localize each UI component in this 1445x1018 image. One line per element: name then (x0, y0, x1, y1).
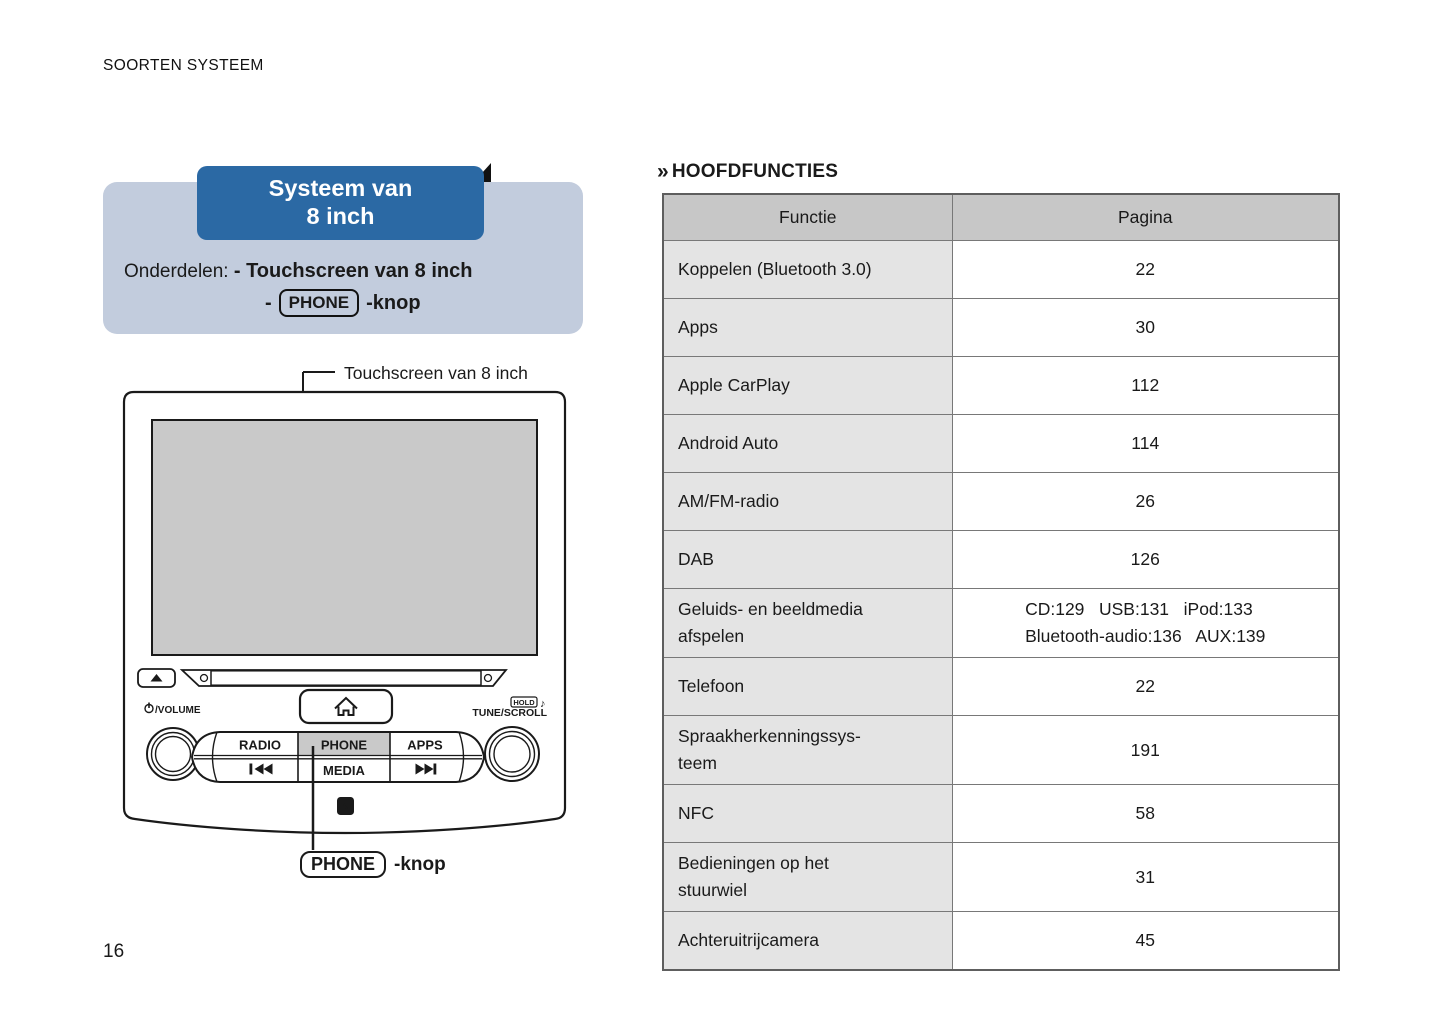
function-cell: NFC (662, 784, 953, 843)
panel-right-wing (458, 731, 465, 783)
radio-button-label: RADIO (239, 738, 281, 753)
page-cell: 22 (951, 240, 1340, 299)
power-icon (144, 702, 154, 714)
function-cell: AM/FM-radio (662, 472, 953, 531)
parts-line-phone: - PHONE -knop (265, 289, 421, 317)
volume-knob (146, 727, 200, 781)
table-row: Achteruitrijcamera 45 (662, 911, 1340, 971)
hold-badge (510, 696, 538, 708)
function-cell: Bedieningen op het stuurwiel (662, 842, 953, 912)
function-cell: Telefoon (662, 657, 953, 716)
page-number: 16 (103, 941, 125, 962)
eject-icon (150, 674, 163, 682)
nfc-icon: N (337, 797, 354, 815)
page-cell: 30 (951, 298, 1340, 357)
function-cell: Geluids- en beeldmedia afspelen (662, 588, 953, 658)
table-row: Android Auto 114 (662, 414, 1340, 473)
panel-row-divider (194, 754, 482, 760)
slot-screw-left-icon (199, 673, 209, 683)
phone-callout-label: PHONE -knop (300, 851, 446, 878)
page-cell: 26 (951, 472, 1340, 531)
table-row: Spraakherkenningssys- teem 191 (662, 715, 1340, 785)
slot-screw-right-icon (483, 673, 493, 683)
system-info-panel: Onderdelen: - Touchscreen van 8 inch - P… (103, 182, 583, 334)
hold-label: HOLD (513, 698, 535, 707)
prev-track-icon (249, 763, 273, 775)
disc-slot-opening (210, 670, 482, 686)
table-header-row: Functie Pagina (662, 193, 1340, 241)
function-cell: Spraakherkenningssys- teem (662, 715, 953, 785)
tune-scroll-knob (484, 726, 540, 782)
panel-left-wing (211, 731, 218, 783)
table-row: Bedieningen op het stuurwiel 31 (662, 842, 1340, 912)
part-touchscreen: - Touchscreen van 8 inch (233, 260, 473, 282)
table-row: Telefoon 22 (662, 657, 1340, 716)
parts-line: Onderdelen: - Touchscreen van 8 inch (124, 260, 472, 283)
table-row: NFC 58 (662, 784, 1340, 843)
function-cell: DAB (662, 530, 953, 589)
system-title-line1: Systeem van (268, 175, 413, 201)
note-icon: ♪ (540, 698, 546, 710)
page-cell: 45 (951, 911, 1340, 971)
table-row: DAB 126 (662, 530, 1340, 589)
chevron-heading-icon: » (657, 160, 669, 183)
apps-button-label: APPS (407, 738, 443, 753)
page-cell: 31 (951, 842, 1340, 912)
phone-key-label: PHONE (278, 289, 360, 317)
table-row: Geluids- en beeldmedia afspelen CD:129 U… (662, 588, 1340, 658)
panel-dividers (297, 732, 391, 782)
section-heading-text: HOOFDFUNCTIES (671, 161, 839, 182)
function-cell: Apps (662, 298, 953, 357)
phone-key-chip: PHONE (300, 851, 387, 878)
phone-callout-suffix: -knop (394, 853, 446, 875)
touchscreen-callout-label: Touchscreen van 8 inch (344, 363, 528, 383)
system-title-banner: Systeem van 8 inch (197, 166, 484, 240)
column-header-pagina: Pagina (951, 193, 1340, 241)
table-row: AM/FM-radio 26 (662, 472, 1340, 531)
phone-suffix: -knop (366, 291, 421, 314)
page-title: SOORTEN SYSTEEM (103, 57, 264, 74)
page-cell: 126 (951, 530, 1340, 589)
function-cell: Android Auto (662, 414, 953, 473)
function-cell: Koppelen (Bluetooth 3.0) (662, 240, 953, 299)
section-heading: » HOOFDFUNCTIES (657, 160, 1347, 184)
media-button-label: MEDIA (323, 763, 366, 778)
page-cell: 191 (951, 715, 1340, 785)
function-cell: Achteruitrijcamera (662, 911, 953, 971)
svg-text:N: N (341, 799, 350, 814)
home-icon (334, 696, 358, 716)
phone-button-label: PHONE (321, 738, 368, 753)
page-cell: 114 (951, 414, 1340, 473)
function-cell: Apple CarPlay (662, 356, 953, 415)
page-cell: 58 (951, 784, 1340, 843)
parts-label: Onderdelen: (124, 261, 229, 282)
page-cell: CD:129 USB:131 iPod:133 Bluetooth-audio:… (951, 588, 1340, 658)
system-title-line2: 8 inch (306, 203, 375, 229)
phone-button-highlight (298, 733, 390, 756)
table-row: Apple CarPlay 112 (662, 356, 1340, 415)
next-track-icon (415, 763, 437, 775)
dash: - (265, 291, 272, 314)
tune-scroll-label: TUNE/SCROLL (472, 707, 547, 719)
table-row: Apps 30 (662, 298, 1340, 357)
main-functions-section: » HOOFDFUNCTIES Functie Pagina Koppelen … (657, 160, 1347, 971)
touchscreen (151, 419, 538, 656)
head-unit-illustration: Touchscreen van 8 inch /VOLUME HOLD ♪ TU… (122, 363, 567, 850)
table-row: Koppelen (Bluetooth 3.0) 22 (662, 240, 1340, 299)
column-header-functie: Functie (662, 193, 953, 241)
page-cell: 112 (951, 356, 1340, 415)
home-button (298, 688, 394, 725)
volume-label: /VOLUME (155, 705, 201, 716)
functions-table: Functie Pagina Koppelen (Bluetooth 3.0) … (662, 193, 1340, 971)
page-cell: 22 (951, 657, 1340, 716)
